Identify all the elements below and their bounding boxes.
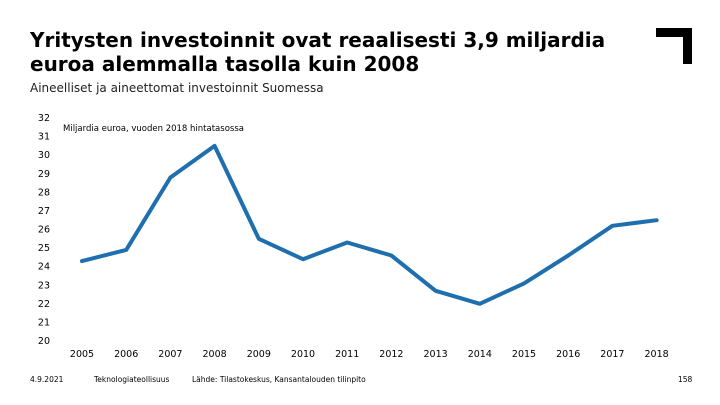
- data-point: [302, 258, 304, 260]
- data-point: [523, 282, 525, 284]
- y-axis-ticks: 20 21 22 23 24 25 26 27 28 29 30 31 32: [38, 113, 50, 347]
- x-tick-label: 2010: [291, 349, 315, 360]
- data-point: [214, 145, 216, 147]
- y-tick-label: 28: [38, 187, 50, 198]
- x-tick-label: 2017: [600, 349, 624, 360]
- y-tick-label: 29: [38, 169, 50, 180]
- data-point: [390, 255, 392, 257]
- x-tick-label: 2015: [512, 349, 536, 360]
- y-tick-label: 23: [38, 280, 50, 291]
- x-tick-label: 2016: [556, 349, 580, 360]
- series-group: [80, 143, 659, 306]
- data-point: [125, 249, 127, 251]
- y-tick-label: 22: [38, 299, 50, 310]
- y-tick-label: 32: [38, 113, 50, 124]
- x-tick-label: 2005: [70, 349, 94, 360]
- data-point: [435, 290, 437, 292]
- data-point: [258, 238, 260, 240]
- x-tick-label: 2012: [379, 349, 403, 360]
- x-tick-label: 2014: [468, 349, 492, 360]
- footer-source: Lähde: Tilastokeskus, Kansantalouden til…: [192, 375, 366, 384]
- y-tick-label: 20: [38, 336, 50, 347]
- x-axis-ticks: 2005 2006 2007 2008 2009 2010 2011 2012 2013 2014…: [70, 349, 669, 360]
- page-number: 158: [678, 375, 693, 384]
- data-point: [81, 260, 83, 262]
- x-tick-label: 2013: [424, 349, 448, 360]
- y-tick-label: 26: [38, 225, 50, 236]
- footer-date: 4.9.2021: [30, 375, 64, 384]
- chart-subtitle: Aineelliset ja aineettomat investoinnit …: [30, 81, 324, 95]
- data-point: [611, 225, 613, 227]
- series-line: [80, 143, 659, 306]
- page-title: Yritysten investoinnit ovat reaalisesti …: [30, 28, 606, 76]
- chart-annotation: Miljardia euroa, vuoden 2018 hintatasoss…: [63, 124, 244, 134]
- x-tick-label: 2007: [158, 349, 182, 360]
- x-tick-label: 2006: [114, 349, 138, 360]
- x-tick-label: 2008: [203, 349, 227, 360]
- y-tick-label: 27: [38, 206, 50, 217]
- y-tick-label: 30: [38, 150, 50, 161]
- x-tick-label: 2011: [335, 349, 359, 360]
- x-tick-label: 2009: [247, 349, 271, 360]
- data-point: [656, 219, 658, 221]
- data-point: [346, 242, 348, 244]
- corner-bracket-logo-icon: [656, 28, 692, 64]
- x-tick-label: 2018: [645, 349, 669, 360]
- y-tick-label: 31: [38, 132, 50, 143]
- data-point: [169, 176, 171, 178]
- y-tick-label: 25: [38, 243, 50, 254]
- data-point: [479, 303, 481, 305]
- data-point: [567, 255, 569, 257]
- y-tick-label: 24: [38, 262, 50, 273]
- y-tick-label: 21: [38, 317, 50, 328]
- footer-organization: Teknologiateollisuus: [94, 375, 170, 384]
